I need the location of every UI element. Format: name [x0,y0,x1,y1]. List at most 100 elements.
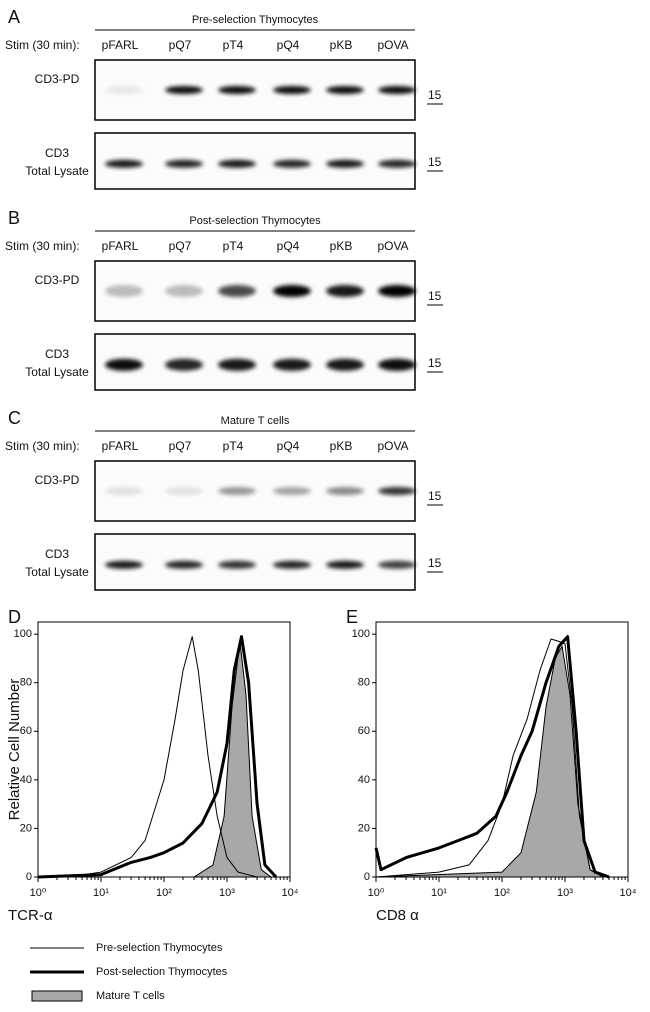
band [218,560,256,569]
y-tick-label: 80 [358,677,370,689]
blot-label: CD3-PD [35,273,80,287]
x-tick-label: 10⁴ [282,887,299,899]
y-tick-label: 0 [26,871,32,883]
band [218,86,256,94]
mw-marker: 15 [428,88,442,102]
band [326,560,364,569]
panel-label: D [8,607,21,627]
blot-label: CD3-PD [35,473,80,487]
lane-label: pOVA [377,38,408,52]
histogram-line [37,635,278,879]
legend-swatch [31,990,83,1002]
x-tick-label: 10² [494,887,510,899]
x-tick-label: 10⁰ [30,887,47,899]
legend-label: Post-selection Thymocytes [96,966,228,978]
y-tick-label: 20 [358,822,370,834]
band [105,487,143,495]
band [273,159,311,168]
lane-label: pKB [330,38,353,52]
band [273,358,311,371]
band [378,86,416,94]
band [378,159,416,168]
band [165,159,203,168]
y-tick-label: 60 [358,725,370,737]
lane-label: pOVA [377,439,408,453]
lane-label: pQ7 [169,239,192,253]
legend-label: Pre-selection Thymocytes [96,942,223,954]
band [165,86,203,94]
stim-label: Stim (30 min): [5,439,80,453]
y-tick-label: 40 [20,774,32,786]
x-tick-label: 10¹ [431,887,447,899]
band [165,285,203,297]
blot-label: CD3 [45,547,69,561]
x-tick-label: 10¹ [93,887,109,899]
panel-label: E [346,607,358,627]
x-tick-label: 10⁴ [620,887,637,899]
y-tick-label: 80 [20,677,32,689]
y-tick-label: 100 [14,628,32,640]
band [105,159,143,168]
lane-label: pKB [330,239,353,253]
mw-marker: 15 [428,489,442,503]
x-axis-label: CD8 α [376,907,419,924]
x-tick-label: 10³ [557,887,573,899]
panel-label: A [8,7,20,27]
legend-label: Mature T cells [96,990,165,1002]
x-tick-label: 10³ [219,887,235,899]
panel-label: C [8,408,21,428]
band [105,285,143,297]
band [165,487,203,495]
y-tick-label: 0 [364,871,370,883]
lane-label: pQ7 [169,38,192,52]
band [326,86,364,94]
mw-marker: 15 [428,155,442,169]
lane-label: pFARL [102,239,139,253]
histogram-line [375,638,604,878]
band [273,86,311,94]
band [105,560,143,569]
blot-label: Total Lysate [25,164,89,178]
blot-box [94,132,416,190]
blot-label: CD3 [45,146,69,160]
mw-marker: 15 [428,356,442,370]
band [218,159,256,168]
plot-frame [375,621,629,878]
lane-label: pQ4 [277,239,300,253]
lane-label: pT4 [223,38,244,52]
lane-label: pKB [330,439,353,453]
stim-label: Stim (30 min): [5,38,80,52]
y-tick-label: 60 [20,725,32,737]
band [273,487,311,495]
band [165,560,203,569]
lane-label: pFARL [102,439,139,453]
band [273,560,311,569]
panel-label: B [8,208,20,228]
lane-label: pQ7 [169,439,192,453]
histogram-line [374,635,610,879]
band [378,560,416,569]
y-axis-label: Relative Cell Number [6,679,23,821]
panel-title: Post-selection Thymocytes [189,215,321,227]
x-axis-label: TCR-α [8,907,53,924]
y-tick-label: 40 [358,774,370,786]
stim-label: Stim (30 min): [5,239,80,253]
blot-box [94,333,416,391]
band [105,358,143,371]
lane-label: pFARL [102,38,139,52]
band [326,159,364,168]
band [165,358,203,371]
blot-label: Total Lysate [25,365,89,379]
band [326,358,364,371]
band [273,285,311,297]
band [218,487,256,495]
blot-label: CD3 [45,347,69,361]
y-tick-label: 20 [20,822,32,834]
band [218,358,256,371]
panel-title: Pre-selection Thymocytes [192,14,319,26]
mw-marker: 15 [428,556,442,570]
lane-label: pT4 [223,239,244,253]
x-tick-label: 10⁰ [368,887,385,899]
y-tick-label: 100 [352,628,370,640]
